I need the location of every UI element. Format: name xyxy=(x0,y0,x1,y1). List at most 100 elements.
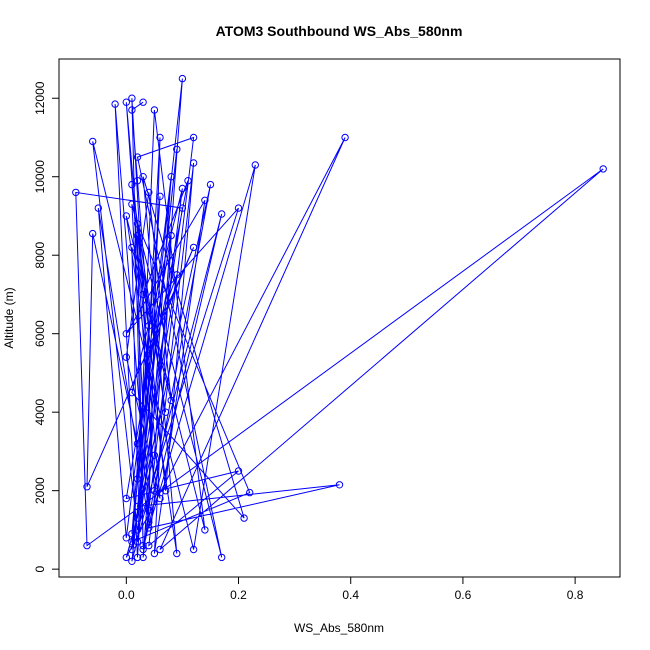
data-point xyxy=(145,322,153,330)
series-lines xyxy=(75,78,604,562)
data-point xyxy=(122,553,131,562)
x-tick-label: 0.8 xyxy=(567,588,584,602)
data-point xyxy=(128,243,136,252)
data-point xyxy=(150,451,159,459)
data-point xyxy=(150,487,159,495)
data-point xyxy=(133,177,142,185)
y-tick-label: 12000 xyxy=(33,81,47,115)
data-point xyxy=(189,243,198,252)
data-point xyxy=(167,231,175,240)
data-point xyxy=(128,388,136,397)
data-point xyxy=(133,553,142,562)
data-point xyxy=(83,483,91,491)
data-point xyxy=(89,229,97,238)
data-point xyxy=(167,173,175,181)
x-tick-label: 0.6 xyxy=(455,588,472,602)
data-point xyxy=(178,184,187,193)
data-point xyxy=(89,137,97,146)
data-point xyxy=(599,165,607,173)
y-tick-label: 4000 xyxy=(33,399,47,426)
data-point xyxy=(111,100,119,108)
data-point xyxy=(156,494,164,503)
y-tick-label: 8000 xyxy=(33,242,47,269)
data-point xyxy=(122,534,131,542)
data-point xyxy=(189,133,198,142)
x-axis-label: WS_Abs_580nm xyxy=(294,621,384,635)
x-tick-label: 0.2 xyxy=(230,588,247,602)
data-point xyxy=(128,200,136,208)
data-point xyxy=(133,502,142,511)
data-point xyxy=(178,204,187,212)
y-tick-label: 6000 xyxy=(33,320,47,347)
data-point xyxy=(145,188,153,197)
series-line xyxy=(75,78,604,562)
data-point xyxy=(145,349,153,357)
chart-title: ATOM3 Southbound WS_Abs_580nm xyxy=(216,23,463,39)
data-point xyxy=(145,541,153,550)
data-point xyxy=(184,177,192,185)
data-point xyxy=(133,526,142,534)
data-point xyxy=(133,514,142,522)
data-point xyxy=(139,98,147,106)
y-axis-label: Altitude (m) xyxy=(2,287,16,348)
data-point xyxy=(133,231,142,240)
data-point xyxy=(156,545,164,554)
data-point xyxy=(133,475,142,483)
data-point xyxy=(167,396,175,405)
data-point xyxy=(173,271,181,279)
data-point xyxy=(128,557,136,565)
data-point xyxy=(201,196,209,205)
data-point xyxy=(251,161,260,169)
data-point xyxy=(128,94,136,102)
y-tick-label: 2000 xyxy=(33,477,47,504)
data-point xyxy=(128,106,136,114)
data-point xyxy=(128,530,136,538)
data-point xyxy=(133,220,142,228)
y-tick-label: 10000 xyxy=(33,160,47,194)
data-point xyxy=(122,98,131,106)
data-point xyxy=(122,212,131,220)
data-point xyxy=(150,106,159,114)
data-point xyxy=(173,549,181,558)
data-point xyxy=(139,553,147,562)
data-point xyxy=(156,192,164,201)
data-point xyxy=(139,545,147,554)
data-point xyxy=(206,180,215,189)
data-point xyxy=(189,159,198,167)
data-point xyxy=(234,204,243,212)
data-point xyxy=(234,467,243,475)
data-point xyxy=(161,408,170,416)
data-point xyxy=(246,488,254,497)
data-point xyxy=(122,494,131,503)
x-tick-label: 0.0 xyxy=(118,588,135,602)
data-point xyxy=(133,538,142,546)
data-point xyxy=(178,74,187,83)
data-point xyxy=(122,353,131,361)
y-axis: 0 2000 4000 6000 8000 10000 12000 xyxy=(33,81,60,572)
x-axis: 0.0 0.2 0.4 0.6 0.8 xyxy=(118,576,584,602)
x-tick-label: 0.4 xyxy=(342,588,359,602)
data-point xyxy=(145,506,153,514)
data-point xyxy=(189,545,198,554)
data-point xyxy=(145,524,153,532)
data-point xyxy=(218,210,226,218)
data-point xyxy=(173,145,181,154)
data-point xyxy=(218,553,226,562)
data-point xyxy=(94,204,103,212)
data-point xyxy=(201,526,209,534)
data-point xyxy=(240,514,248,522)
data-point xyxy=(139,173,147,181)
data-point xyxy=(133,153,142,161)
data-point xyxy=(133,439,142,448)
data-point xyxy=(128,538,136,546)
data-point xyxy=(128,545,136,554)
data-point xyxy=(145,518,153,526)
data-point xyxy=(156,133,164,142)
y-tick-label: 0 xyxy=(33,565,47,572)
data-point xyxy=(139,541,147,550)
data-point xyxy=(122,330,131,338)
data-point xyxy=(139,290,147,299)
data-point xyxy=(335,481,344,489)
